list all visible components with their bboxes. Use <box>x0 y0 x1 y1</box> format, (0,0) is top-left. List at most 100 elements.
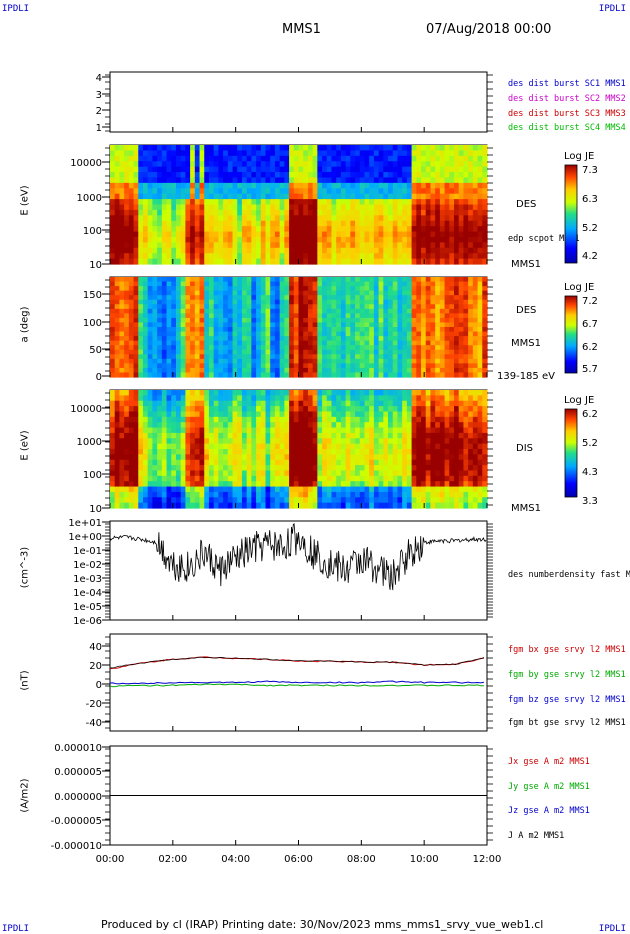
heatmap-cell <box>373 491 380 498</box>
heatmap-cell <box>425 308 432 314</box>
heatmap-cell <box>289 406 295 413</box>
heatmap-cell <box>237 161 243 168</box>
heatmap-cell <box>402 358 408 364</box>
heatmap-cell <box>482 188 488 195</box>
heatmap-cell <box>157 247 163 254</box>
heatmap-cell <box>237 443 243 450</box>
heatmap-cell <box>124 286 130 292</box>
heatmap-cell <box>251 443 257 450</box>
heatmap-cell <box>298 220 304 227</box>
heatmap-cell <box>468 242 474 249</box>
heatmap-cell <box>293 295 300 301</box>
heatmap-cell <box>364 182 370 189</box>
heatmap-cell <box>180 416 186 423</box>
heatmap-cell <box>251 145 257 152</box>
heatmap-cell <box>397 400 403 407</box>
heatmap-cell <box>171 177 177 184</box>
heatmap-cell <box>458 247 465 254</box>
heatmap-cell <box>218 400 224 407</box>
heatmap-cell <box>472 215 479 222</box>
heatmap-cell <box>303 290 309 296</box>
heatmap-cell <box>350 231 356 238</box>
heatmap-cell <box>421 317 427 324</box>
heatmap-cell <box>218 438 224 445</box>
heatmap-cell <box>326 327 333 333</box>
heatmap-cell <box>364 395 370 402</box>
heatmap-cell <box>190 400 196 407</box>
heatmap-cell <box>270 172 276 179</box>
heatmap-cell <box>223 193 229 200</box>
heatmap-cell <box>307 475 314 482</box>
heatmap-cell <box>369 177 375 184</box>
heatmap-cell <box>142 247 149 254</box>
heatmap-cell <box>435 247 441 254</box>
heatmap-cell <box>378 454 384 461</box>
heatmap-cell <box>421 367 427 374</box>
heatmap-cell <box>326 372 333 378</box>
heatmap-cell <box>190 481 196 488</box>
heatmap-cell <box>227 290 234 296</box>
heatmap-cell <box>307 349 314 355</box>
heatmap-cell <box>312 406 318 413</box>
heatmap-cell <box>336 475 342 482</box>
heatmap-cell <box>402 390 408 396</box>
heatmap-cell <box>213 465 219 472</box>
heatmap-cell <box>378 497 384 504</box>
heatmap-cell <box>378 427 384 434</box>
heatmap-cell <box>246 188 252 195</box>
heatmap-cell <box>298 308 304 314</box>
heatmap-cell <box>227 358 234 364</box>
heatmap-cell <box>119 317 125 324</box>
heatmap-cell <box>194 340 201 346</box>
heatmap-cell <box>110 395 116 402</box>
heatmap-cell <box>307 465 314 472</box>
heatmap-cell <box>133 308 139 314</box>
heatmap-cell <box>260 390 267 396</box>
heatmap-cell <box>279 286 285 292</box>
heatmap-cell <box>213 253 219 260</box>
heatmap-cell <box>425 327 432 333</box>
heatmap-cell <box>114 465 121 472</box>
heatmap-cell <box>227 340 234 346</box>
heatmap-cell <box>142 491 149 498</box>
heatmap-cell <box>208 372 215 378</box>
heatmap-cell <box>322 432 328 439</box>
heatmap-cell <box>204 331 210 337</box>
heatmap-cell <box>350 220 356 227</box>
heatmap-cell <box>166 354 172 360</box>
heatmap-cell <box>449 290 455 296</box>
heatmap-cell <box>241 155 248 162</box>
heatmap-cell <box>114 199 121 206</box>
heatmap-cell <box>270 150 276 157</box>
heatmap-cell <box>166 475 172 482</box>
heatmap-cell <box>317 432 323 439</box>
heatmap-cell <box>284 497 290 504</box>
heatmap-cell <box>303 390 309 396</box>
heatmap-cell <box>340 438 347 445</box>
heatmap-cell <box>359 427 366 434</box>
heatmap-cell <box>345 400 351 407</box>
heatmap-cell <box>317 358 323 364</box>
heatmap-cell <box>336 177 342 184</box>
heatmap-cell <box>425 220 432 227</box>
heatmap-cell <box>355 340 361 346</box>
heatmap-cell <box>213 308 219 314</box>
heatmap-cell <box>383 459 389 466</box>
heatmap-cell <box>373 166 380 173</box>
heatmap-cell <box>194 422 201 429</box>
heatmap-cell <box>482 231 488 238</box>
heatmap-cell <box>265 497 271 504</box>
heatmap-cell <box>373 502 380 509</box>
heatmap-cell <box>359 454 366 461</box>
heatmap-cell <box>251 475 257 482</box>
heatmap-cell <box>166 204 172 211</box>
heatmap-cell <box>402 363 408 369</box>
heatmap-cell <box>482 304 488 310</box>
heatmap-cell <box>416 145 422 152</box>
heatmap-cell <box>260 299 267 305</box>
heatmap-cell <box>345 226 351 233</box>
heatmap-cell <box>293 443 300 450</box>
heatmap-cell <box>392 443 399 450</box>
heatmap-cell <box>157 459 163 466</box>
heatmap-cell <box>166 145 172 152</box>
